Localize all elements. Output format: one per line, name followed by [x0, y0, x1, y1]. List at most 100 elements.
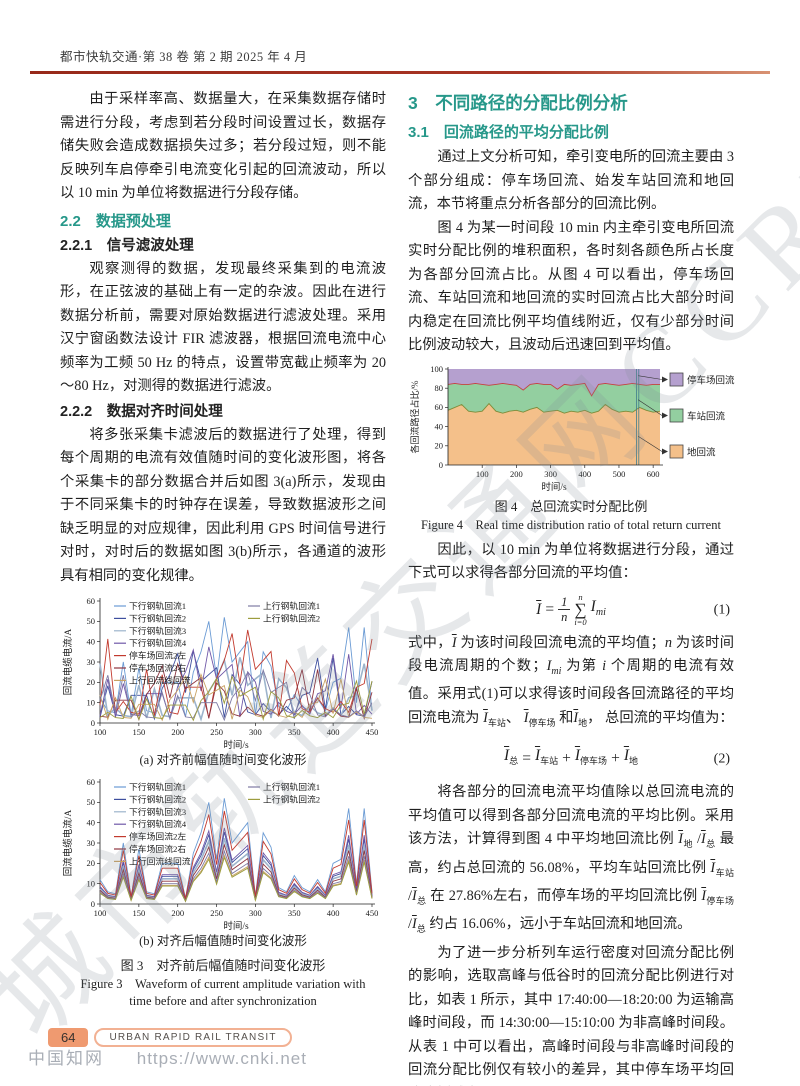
svg-text:上行钢轨回流1: 上行钢轨回流1 [263, 781, 320, 792]
svg-text:下行钢轨回流1: 下行钢轨回流1 [129, 781, 186, 792]
svg-text:20: 20 [87, 677, 96, 687]
svg-text:下行钢轨回流3: 下行钢轨回流3 [129, 806, 187, 817]
eq1-mean-current: I [536, 600, 542, 618]
equation-1: I = 1 n n ∑ i=0 Imi (1) [408, 591, 734, 627]
equation-2: I总 = I车站 + I停车场 + I地 (2) [408, 742, 734, 776]
eq1-summation: n ∑ i=0 [574, 591, 587, 627]
paragraph: 因此，以 10 min 为单位将数据进行分段，通过下式可以求得各部分回流的平均值… [408, 541, 734, 582]
figure4: 0 20 40 60 80 100 100 200 300 400 500 600 时间/s 各回流路径占… [408, 363, 735, 534]
svg-text:150: 150 [132, 908, 145, 918]
svg-text:350: 350 [288, 727, 301, 737]
figure3a-caption: (a) 对齐前幅值随时间变化波形 [139, 753, 307, 767]
right-column: 3 不同路径的分配比例分析 3.1 回流路径的平均分配比例 通过上文分析可知，牵… [408, 88, 735, 1086]
svg-text:150: 150 [132, 727, 145, 737]
svg-text:回流电缆电流/A: 回流电缆电流/A [62, 810, 74, 877]
svg-text:上行钢轨回流2: 上行钢轨回流2 [263, 793, 320, 804]
svg-text:上行回流线回流: 上行回流线回流 [129, 855, 191, 866]
paragraph-with-math: 式中，I 为该时间段回流电流的平均值；n 为该时间段电流周期的个数；Imi 为第… [408, 634, 735, 728]
svg-text:上行钢轨回流1: 上行钢轨回流1 [263, 600, 320, 611]
svg-text:停车场回流2左: 停车场回流2左 [129, 650, 186, 661]
figure4-caption-zh: 图 4 总回流实时分配比例 [494, 498, 648, 514]
section-heading-3-1: 3.1 回流路径的平均分配比例 [408, 124, 609, 141]
svg-text:300: 300 [249, 727, 262, 737]
figure3a: 0 10 20 30 40 50 60 100 150 200 250 300 350 400 450 时间/… [60, 593, 386, 769]
svg-text:停车场回流2右: 停车场回流2右 [129, 662, 186, 673]
svg-text:80: 80 [435, 383, 444, 393]
svg-text:40: 40 [87, 817, 96, 827]
svg-text:20: 20 [87, 858, 96, 868]
svg-text:下行钢轨回流3: 下行钢轨回流3 [129, 625, 187, 636]
subsection-heading-2-2-2: 2.2.2 数据对齐时间处理 [60, 403, 223, 420]
eq2-station-term: I车站 [534, 747, 559, 767]
svg-text:下行钢轨回流4: 下行钢轨回流4 [129, 637, 187, 648]
svg-text:100: 100 [94, 727, 107, 737]
svg-text:40: 40 [435, 421, 444, 431]
eq2-number: (2) [713, 751, 730, 767]
svg-text:0: 0 [91, 718, 95, 728]
svg-text:回流电缆电流/A: 回流电缆电流/A [62, 629, 74, 696]
svg-text:下行钢轨回流2: 下行钢轨回流2 [129, 793, 186, 804]
eq1-term: Imi [590, 597, 606, 618]
svg-text:上行钢轨回流2: 上行钢轨回流2 [263, 612, 320, 623]
svg-text:时间/s: 时间/s [541, 481, 567, 493]
svg-text:30: 30 [87, 838, 96, 848]
svg-text:450: 450 [366, 908, 379, 918]
svg-text:下行钢轨回流1: 下行钢轨回流1 [129, 600, 186, 611]
paragraph-with-math: 将各部分的回流电流平均值除以总回流电流的平均值可以得到各部分回流电流的平均比例。… [408, 784, 734, 935]
figure3b-caption: (b) 对齐后幅值随时间变化波形 [139, 934, 307, 948]
figure3-caption-zh: 图 3 对齐前后幅值随时间变化波形 [120, 958, 326, 973]
svg-text:上行回流线回流: 上行回流线回流 [129, 674, 191, 685]
eq2-plus: + [562, 750, 571, 768]
svg-text:200: 200 [171, 727, 184, 737]
cnki-site-name: 中国知网 [28, 1049, 104, 1068]
section-heading-3: 3 不同路径的分配比例分析 [408, 93, 628, 113]
svg-text:100: 100 [430, 363, 443, 373]
svg-text:60: 60 [87, 777, 96, 787]
svg-text:250: 250 [210, 908, 223, 918]
svg-text:600: 600 [647, 469, 660, 479]
eq2-ground-term: I地 [623, 747, 638, 767]
section-heading-2-2: 2.2 数据预处理 [60, 212, 171, 230]
svg-text:400: 400 [327, 727, 340, 737]
svg-text:400: 400 [578, 469, 591, 479]
journal-header: 都市快轨交通·第 38 卷 第 2 期 2025 年 4 月 [60, 50, 308, 64]
subsection-heading-2-2-1: 2.2.1 信号滤波处理 [60, 237, 194, 254]
svg-text:400: 400 [327, 908, 340, 918]
svg-text:30: 30 [87, 657, 96, 667]
cnki-watermark: 中国知网 https://www.cnki.net [28, 1044, 307, 1069]
svg-text:下行钢轨回流4: 下行钢轨回流4 [129, 818, 187, 829]
svg-text:450: 450 [366, 727, 379, 737]
svg-text:停车场回流2右: 停车场回流2右 [129, 843, 186, 854]
eq1-fraction: 1 n [558, 595, 571, 625]
figure4-caption-en: Figure 4 Real time distribution ratio of… [421, 517, 721, 532]
page-number: 64 [48, 1028, 89, 1047]
eq2-equals: = [522, 750, 531, 768]
eq2-plus: + [611, 750, 620, 768]
svg-text:100: 100 [476, 469, 489, 479]
eq2-total-term: I总 [504, 747, 519, 767]
svg-text:60: 60 [87, 596, 96, 606]
cnki-url: https://www.cnki.net [136, 1049, 307, 1068]
eq1-equals: = [545, 600, 555, 618]
svg-text:300: 300 [544, 469, 557, 479]
svg-text:250: 250 [210, 727, 223, 737]
paragraph: 通过上文分析可知，牵引变电所的回流主要由 3 个部分组成：停车场回流、始发车站回… [408, 149, 734, 212]
header-rule [30, 71, 770, 74]
figure3a-chart: 0 10 20 30 40 50 60 100 150 200 250 300 350 400 450 时间/… [62, 596, 379, 751]
journal-name-en-pill: URBAN RAPID RAIL TRANSIT [94, 1028, 292, 1047]
svg-text:200: 200 [171, 908, 184, 918]
left-column: 由于采样率高、数据量大，在采集数据存储时需进行分段，考虑到若分段时间设置过长，数… [60, 88, 386, 1010]
svg-text:停车场回流: 停车场回流 [687, 374, 735, 386]
svg-text:停车场回流2左: 停车场回流2左 [129, 831, 186, 842]
svg-text:时间/s: 时间/s [223, 920, 249, 932]
svg-text:0: 0 [91, 899, 95, 909]
svg-text:10: 10 [87, 878, 96, 888]
svg-text:100: 100 [94, 908, 107, 918]
svg-text:0: 0 [439, 459, 443, 469]
paragraph: 将多张采集卡滤波后的数据进行了处理，得到每个周期的电流有效值随时间的变化波形图，… [60, 426, 386, 584]
svg-text:300: 300 [249, 908, 262, 918]
svg-text:时间/s: 时间/s [223, 739, 249, 751]
footer: 64 URBAN RAPID RAIL TRANSIT [48, 1028, 292, 1047]
svg-text:各回流路径占比/%: 各回流路径占比/% [409, 379, 420, 453]
svg-text:地回流: 地回流 [687, 446, 716, 458]
